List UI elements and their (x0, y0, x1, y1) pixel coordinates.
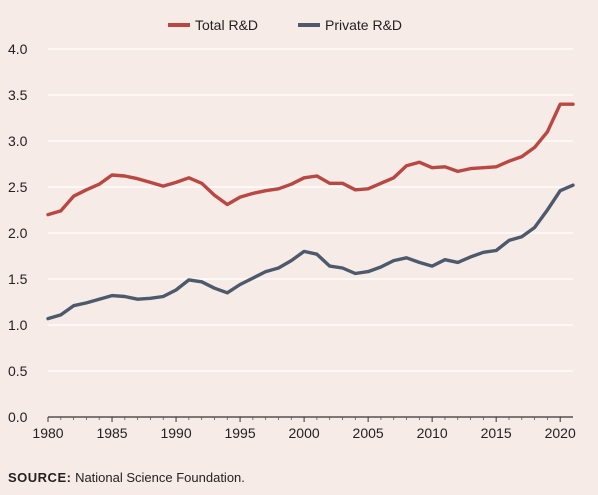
chart-area: 0.0 0.5 1.0 1.5 2.0 2.5 3.0 3.5 4.0 1980 1985 1990 1… (8, 17, 576, 441)
y-tick-label: 1.0 (8, 317, 28, 333)
legend-label: Total R&D (195, 17, 258, 33)
x-tick-label: 1985 (96, 425, 127, 441)
source-text: National Science Foundation. (71, 470, 245, 485)
y-tick-label: 2.0 (8, 225, 28, 241)
series-line-total-r-d (46, 102, 575, 217)
y-tick-label: 0.0 (8, 409, 28, 425)
x-tick-label: 2015 (481, 425, 512, 441)
y-tick-label: 3.5 (8, 87, 28, 103)
x-tick-label: 2000 (289, 425, 320, 441)
x-tick-label: 2020 (545, 425, 576, 441)
y-tick-label: 3.0 (8, 133, 28, 149)
y-tick-label: 1.5 (8, 271, 28, 287)
source-label: SOURCE: (8, 470, 72, 485)
x-tick-label: 1980 (32, 425, 63, 441)
line-chart: 0.0 0.5 1.0 1.5 2.0 2.5 3.0 3.5 4.0 1980 1985 1990 1… (8, 17, 576, 441)
y-tick-label: 0.5 (8, 363, 28, 379)
y-tick-label: 4.0 (8, 41, 28, 57)
x-tick-label: 1990 (160, 425, 191, 441)
series-line-private-r-d (46, 183, 575, 321)
x-tick-label: 2010 (417, 425, 448, 441)
x-tick-label: 2005 (353, 425, 384, 441)
x-tick-label: 1995 (224, 425, 255, 441)
source-note: SOURCE: National Science Foundation. (8, 470, 245, 485)
legend-label: Private R&D (325, 17, 402, 33)
y-tick-label: 2.5 (8, 179, 28, 195)
